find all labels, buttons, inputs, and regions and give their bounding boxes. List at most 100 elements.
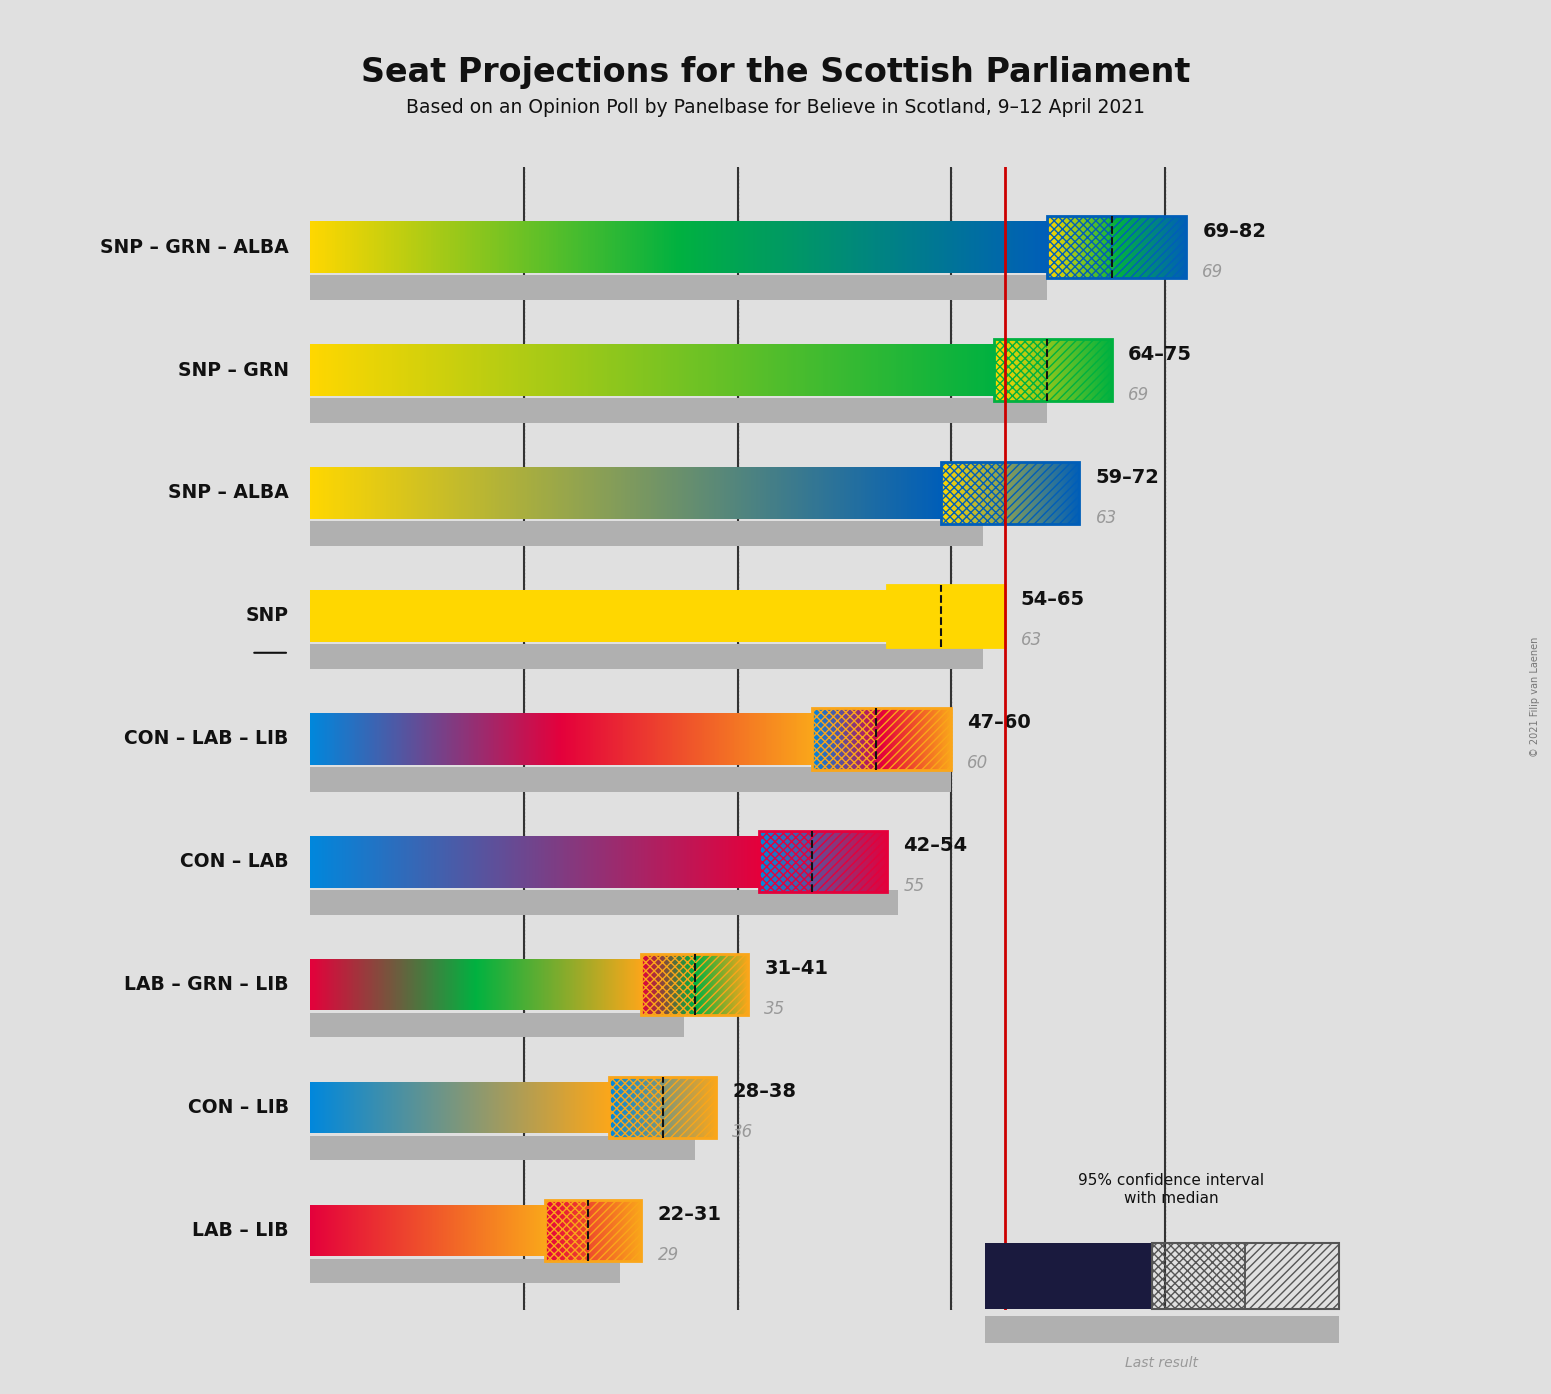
Bar bbox=[735, 467, 737, 519]
Bar bbox=[423, 712, 425, 765]
Bar bbox=[337, 222, 340, 273]
Bar bbox=[684, 712, 686, 765]
Bar bbox=[828, 344, 830, 396]
Bar bbox=[507, 712, 509, 765]
Bar bbox=[368, 712, 369, 765]
Bar bbox=[444, 222, 445, 273]
Bar bbox=[521, 222, 524, 273]
Bar bbox=[853, 467, 855, 519]
Bar bbox=[752, 344, 755, 396]
Bar bbox=[335, 712, 337, 765]
Bar bbox=[824, 467, 825, 519]
Bar bbox=[873, 344, 875, 396]
Bar bbox=[565, 712, 566, 765]
Bar bbox=[1021, 222, 1022, 273]
Bar bbox=[757, 712, 758, 765]
Bar bbox=[520, 222, 521, 273]
Bar bbox=[715, 222, 718, 273]
Bar bbox=[507, 467, 510, 519]
Bar bbox=[673, 344, 675, 396]
Bar bbox=[752, 467, 754, 519]
Bar bbox=[864, 222, 865, 273]
Bar bbox=[316, 467, 318, 519]
Bar bbox=[340, 467, 341, 519]
Bar bbox=[870, 222, 873, 273]
Bar bbox=[910, 467, 914, 519]
Text: 69: 69 bbox=[1128, 386, 1149, 404]
Bar bbox=[520, 467, 523, 519]
Bar bbox=[453, 467, 454, 519]
Bar bbox=[431, 712, 433, 765]
Bar bbox=[394, 467, 397, 519]
Bar bbox=[575, 467, 577, 519]
Bar bbox=[323, 467, 324, 519]
Bar bbox=[335, 467, 338, 519]
Bar bbox=[766, 344, 768, 396]
Bar bbox=[681, 222, 684, 273]
Bar bbox=[400, 467, 403, 519]
Bar bbox=[310, 1259, 620, 1284]
Bar bbox=[830, 344, 833, 396]
Bar bbox=[920, 467, 921, 519]
Bar bbox=[718, 467, 720, 519]
Bar bbox=[537, 712, 538, 765]
Bar bbox=[903, 344, 906, 396]
Bar bbox=[865, 467, 867, 519]
Bar bbox=[408, 222, 411, 273]
Bar bbox=[442, 344, 445, 396]
Bar bbox=[617, 344, 620, 396]
Bar bbox=[664, 712, 665, 765]
Bar bbox=[848, 222, 851, 273]
Bar bbox=[883, 222, 886, 273]
Bar bbox=[813, 467, 814, 519]
Bar bbox=[462, 712, 464, 765]
Bar bbox=[1028, 222, 1030, 273]
Bar bbox=[650, 222, 651, 273]
Bar bbox=[326, 222, 327, 273]
Bar bbox=[538, 344, 540, 396]
Bar bbox=[338, 712, 340, 765]
Bar bbox=[1000, 222, 1003, 273]
Bar bbox=[786, 712, 788, 765]
Bar bbox=[440, 222, 444, 273]
Bar bbox=[732, 467, 735, 519]
Bar bbox=[344, 344, 347, 396]
Bar bbox=[499, 344, 501, 396]
Bar bbox=[772, 222, 774, 273]
Bar bbox=[839, 344, 841, 396]
Bar bbox=[419, 222, 420, 273]
Bar bbox=[363, 467, 364, 519]
Bar bbox=[917, 222, 920, 273]
Bar bbox=[442, 712, 444, 765]
Bar bbox=[637, 467, 641, 519]
Bar bbox=[431, 344, 433, 396]
Bar bbox=[603, 712, 605, 765]
Bar bbox=[802, 467, 803, 519]
Bar bbox=[597, 712, 599, 765]
Bar bbox=[374, 344, 377, 396]
Bar bbox=[850, 467, 853, 519]
Bar bbox=[501, 467, 504, 519]
Bar bbox=[450, 344, 451, 396]
Bar bbox=[423, 467, 427, 519]
Bar bbox=[335, 222, 337, 273]
Bar bbox=[312, 467, 315, 519]
Bar bbox=[351, 344, 354, 396]
Bar bbox=[526, 712, 527, 765]
Bar bbox=[445, 712, 448, 765]
Bar bbox=[706, 712, 707, 765]
Bar bbox=[682, 467, 684, 519]
Bar bbox=[524, 712, 526, 765]
Bar bbox=[966, 344, 969, 396]
Bar bbox=[406, 467, 409, 519]
Bar bbox=[625, 467, 628, 519]
Bar bbox=[938, 467, 940, 519]
Bar bbox=[493, 344, 495, 396]
Bar bbox=[330, 712, 332, 765]
Text: Based on an Opinion Poll by Panelbase for Believe in Scotland, 9–12 April 2021: Based on an Opinion Poll by Panelbase fo… bbox=[406, 98, 1145, 117]
Text: 35: 35 bbox=[765, 1001, 785, 1018]
Bar bbox=[582, 712, 583, 765]
Bar bbox=[425, 712, 428, 765]
Bar bbox=[392, 712, 394, 765]
Bar bbox=[651, 712, 653, 765]
